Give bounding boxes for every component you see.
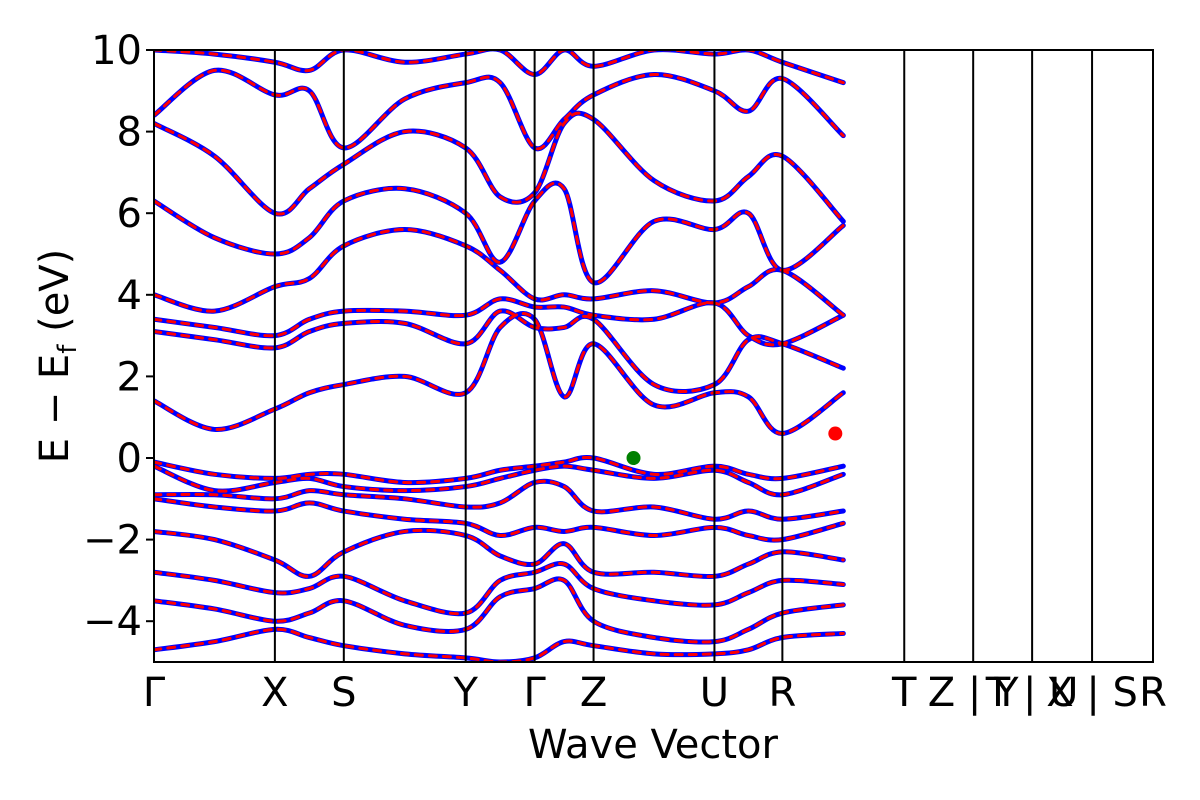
x-tick-label-12: R	[1139, 670, 1167, 716]
x-tick-label-9: Z | Y	[928, 670, 1019, 716]
band-line-1-13	[154, 111, 845, 223]
y-axis-ticks: −4 −2 0 2 4 6 8 10	[83, 28, 154, 645]
band-line-1-2	[154, 562, 845, 616]
band-line-1-7	[154, 456, 845, 485]
band-line-1-10	[154, 297, 845, 347]
bands-layer	[154, 50, 846, 662]
x-tick-label-2: S	[331, 670, 356, 716]
band-line-0-10	[154, 296, 846, 348]
y-tick-label-0: −4	[83, 599, 142, 645]
band-line-0-11	[154, 227, 846, 318]
x-tick-label-7: R	[768, 670, 796, 716]
band-line-0-9	[154, 308, 846, 394]
band-line-1-1	[154, 577, 845, 644]
band-line-1-6	[154, 464, 845, 497]
x-tick-label-8: T	[891, 670, 917, 716]
x-tick-label-0: Γ	[143, 670, 166, 716]
y-tick-label-2: 0	[117, 436, 142, 482]
y-tick-label-1: −2	[83, 518, 142, 564]
band-line-1-4	[154, 497, 845, 542]
band-line-1-3	[154, 528, 845, 579]
x-tick-label-10: T | U	[985, 670, 1079, 716]
y-axis-label-main: E − E	[32, 354, 78, 464]
y-axis-label-unit: (eV)	[32, 249, 78, 332]
x-tick-label-4: Γ	[523, 670, 546, 716]
band-edge-marker-0	[626, 451, 641, 465]
y-tick-label-6: 8	[117, 110, 142, 156]
band-line-0-15	[154, 50, 846, 86]
y-tick-label-7: 10	[91, 28, 142, 74]
x-tick-label-3: Y	[452, 670, 478, 716]
band-line-1-5	[154, 479, 845, 521]
x-tick-label-11: X | S	[1046, 670, 1138, 716]
band-line-1-11	[154, 228, 845, 317]
band-line-1-14	[154, 68, 845, 151]
y-axis-label: E − Ef (eV)	[32, 249, 83, 464]
plot-frame	[153, 49, 1154, 663]
y-tick-label-3: 2	[117, 354, 142, 400]
y-axis-label-unit-space	[32, 332, 78, 345]
band-edge-markers	[626, 426, 843, 465]
kpoint-lines	[153, 50, 1154, 662]
band-line-1-9	[154, 309, 845, 393]
band-line-1-15	[154, 50, 845, 85]
band-line-1-8	[154, 312, 845, 436]
band-line-1-12	[154, 181, 845, 285]
x-tick-label-5: Z	[580, 670, 607, 716]
y-axis-label-subscript: f	[53, 344, 83, 354]
y-tick-label-5: 6	[117, 191, 142, 237]
band-line-0-13	[154, 110, 846, 224]
x-axis-label: Wave Vector	[528, 722, 779, 768]
x-tick-label-1: X	[261, 670, 288, 716]
band-edge-marker-1	[828, 426, 843, 441]
x-tick-label-6: U	[700, 670, 729, 716]
y-tick-label-4: 4	[117, 273, 142, 319]
